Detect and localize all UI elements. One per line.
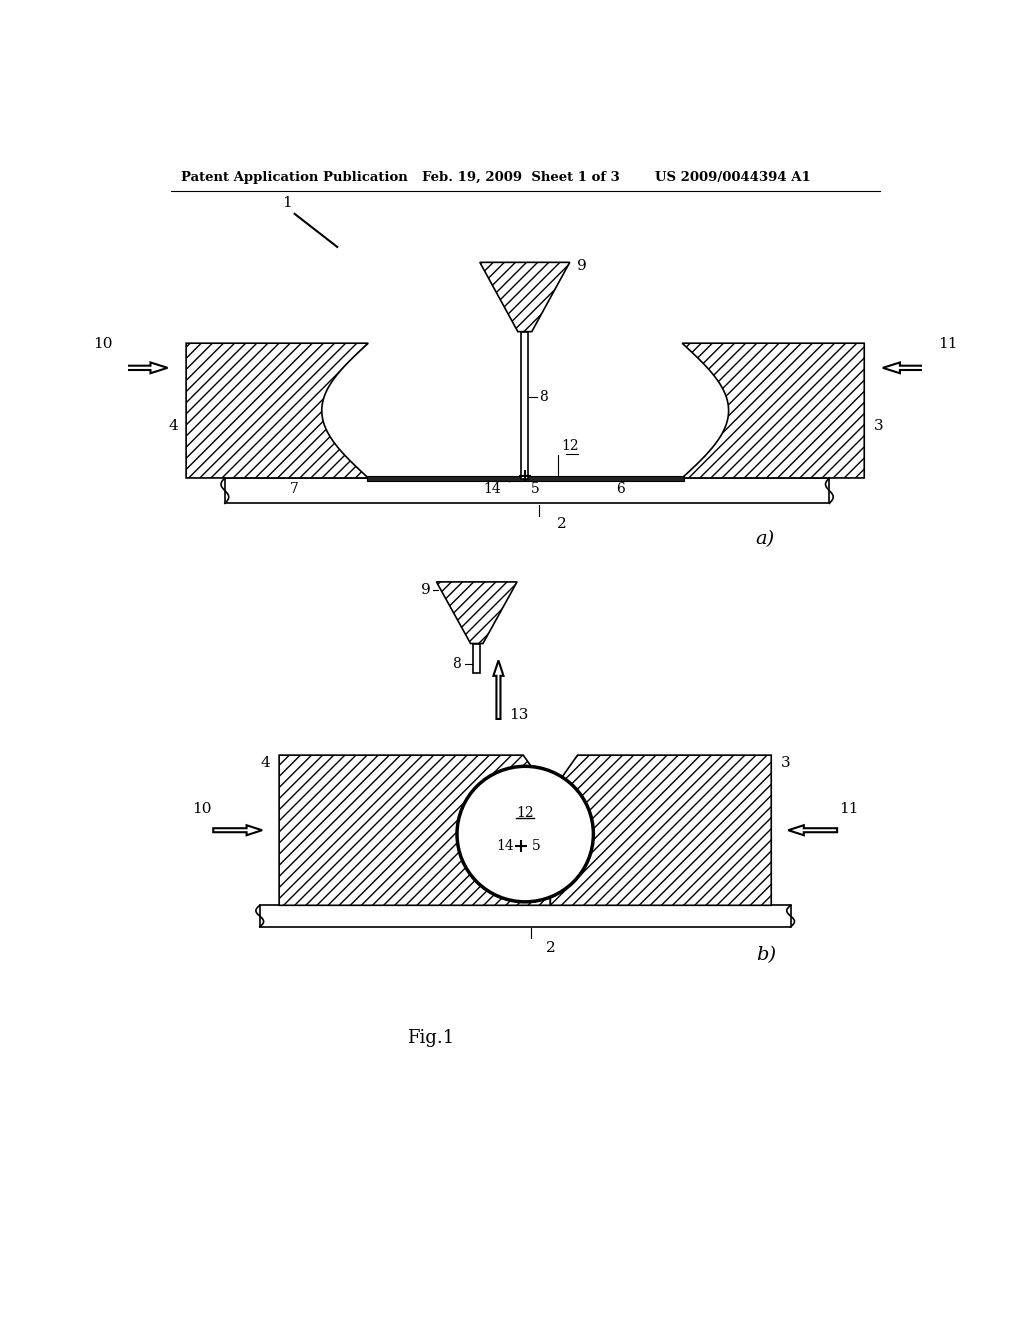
Polygon shape [480, 263, 569, 331]
Polygon shape [186, 343, 369, 478]
Text: 11: 11 [938, 337, 957, 351]
Text: 7: 7 [290, 482, 299, 496]
FancyArrow shape [213, 825, 262, 836]
Bar [521, 331, 528, 479]
Text: 4: 4 [169, 418, 178, 433]
Text: 14: 14 [483, 482, 502, 496]
Text: US 2009/0044394 A1: US 2009/0044394 A1 [655, 172, 811, 185]
Text: 8: 8 [453, 656, 461, 671]
Text: 12: 12 [516, 805, 534, 820]
Text: 3: 3 [873, 418, 883, 433]
Text: 3: 3 [780, 756, 791, 770]
FancyArrow shape [494, 660, 504, 719]
Text: 10: 10 [191, 803, 211, 816]
Text: 5: 5 [531, 838, 540, 853]
Text: 10: 10 [93, 337, 113, 351]
Text: 13: 13 [509, 708, 528, 722]
Bar [473, 644, 480, 673]
Text: a): a) [756, 531, 775, 548]
Text: 12: 12 [561, 440, 579, 453]
Text: 11: 11 [839, 803, 858, 816]
Text: Fig.1: Fig.1 [407, 1028, 454, 1047]
Text: Feb. 19, 2009  Sheet 1 of 3: Feb. 19, 2009 Sheet 1 of 3 [423, 172, 621, 185]
Text: 1: 1 [282, 195, 292, 210]
Text: 2: 2 [557, 517, 567, 531]
Text: 8: 8 [539, 391, 548, 404]
Text: b): b) [756, 946, 776, 964]
Bar [225, 478, 829, 503]
Bar [260, 906, 791, 927]
FancyArrow shape [788, 825, 838, 836]
Text: 14: 14 [496, 838, 514, 853]
Bar [367, 477, 684, 480]
Text: 9: 9 [578, 259, 587, 273]
Polygon shape [550, 755, 771, 906]
Polygon shape [436, 582, 517, 644]
Text: 4: 4 [260, 756, 270, 770]
Text: 9: 9 [421, 582, 430, 597]
Text: 2: 2 [546, 941, 555, 954]
Polygon shape [682, 343, 864, 478]
Text: 5: 5 [531, 482, 540, 496]
Text: Patent Application Publication: Patent Application Publication [180, 172, 408, 185]
FancyArrow shape [883, 363, 933, 374]
FancyArrow shape [118, 363, 168, 374]
Circle shape [457, 767, 593, 902]
Polygon shape [280, 755, 550, 906]
Text: 6: 6 [615, 482, 625, 496]
